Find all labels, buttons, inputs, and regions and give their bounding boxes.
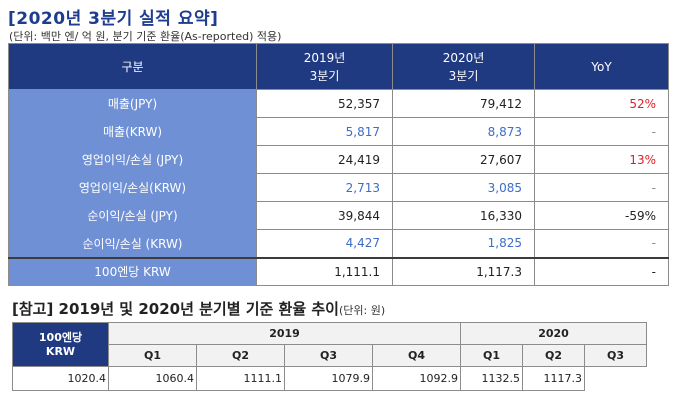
table-row: 매출(JPY) 52,357 79,412 52% bbox=[8, 89, 669, 118]
header-2020q3-year: 2020년 bbox=[442, 50, 485, 65]
value-yoy: - bbox=[534, 229, 669, 259]
rate-row-header-line2: KRW bbox=[45, 344, 76, 358]
value-2020: 16,330 bbox=[392, 201, 535, 230]
reference-title-text: [참고] 2019년 및 2020년 분기별 기준 환율 추이 bbox=[12, 300, 339, 318]
value-2019: 2,713 bbox=[256, 173, 393, 202]
value-2019: 1,111.1 bbox=[256, 257, 393, 286]
value-2020: 79,412 bbox=[392, 89, 535, 118]
value-2020: 27,607 bbox=[392, 145, 535, 174]
value-yoy: 13% bbox=[534, 145, 669, 174]
table-row: 영업이익/손실 (JPY) 24,419 27,607 13% bbox=[8, 145, 669, 174]
value-2020: 8,873 bbox=[392, 117, 535, 146]
rate-value: 1060.4 bbox=[108, 366, 197, 391]
table-row: 영업이익/손실(KRW) 2,713 3,085 - bbox=[8, 173, 669, 202]
value-2020: 1,117.3 bbox=[392, 257, 535, 286]
value-2019: 52,357 bbox=[256, 89, 393, 118]
row-label: 영업이익/손실(KRW) bbox=[8, 173, 257, 202]
reference-title: [참고] 2019년 및 2020년 분기별 기준 환율 추이(단위: 원) bbox=[12, 298, 385, 319]
quarter-header: Q2 bbox=[196, 344, 285, 367]
exchange-rate-table: 100엔당 KRW 2019 2020 Q1 Q2 Q3 Q4 Q1 Q2 Q3 … bbox=[12, 322, 648, 391]
header-2020q3: 2020년 3분기 bbox=[392, 43, 535, 90]
table-row: 순이익/손실 (JPY) 39,844 16,330 -59% bbox=[8, 201, 669, 230]
year-header-row: 100엔당 KRW 2019 2020 bbox=[12, 322, 648, 367]
table-row: 매출(KRW) 5,817 8,873 - bbox=[8, 117, 669, 146]
value-yoy: 52% bbox=[534, 89, 669, 118]
quarter-header: Q1 bbox=[460, 344, 523, 367]
rate-value: 1079.9 bbox=[284, 366, 373, 391]
header-2020q3-quarter: 3분기 bbox=[448, 68, 479, 83]
value-2019: 24,419 bbox=[256, 145, 393, 174]
quarter-header: Q2 bbox=[522, 344, 585, 367]
unit-note: (단위: 백만 엔/ 억 원, 분기 기준 환율(As-reported) 적용… bbox=[9, 30, 282, 43]
row-label: 100엔당 KRW bbox=[8, 257, 257, 286]
value-2020: 1,825 bbox=[392, 229, 535, 259]
rate-value: 1092.9 bbox=[372, 366, 461, 391]
value-yoy: -59% bbox=[534, 201, 669, 230]
quarter-header: Q1 bbox=[108, 344, 197, 367]
row-label: 영업이익/손실 (JPY) bbox=[8, 145, 257, 174]
quarter-header: Q4 bbox=[372, 344, 461, 367]
rate-value: 1132.5 bbox=[460, 366, 523, 391]
value-2019: 5,817 bbox=[256, 117, 393, 146]
rate-value: 1111.1 bbox=[196, 366, 285, 391]
table-row: 100엔당 KRW 1,111.1 1,117.3 - bbox=[8, 257, 669, 286]
value-yoy: - bbox=[534, 257, 669, 286]
rate-values-row: 1020.4 1060.4 1111.1 1079.9 1092.9 1132.… bbox=[12, 366, 647, 391]
header-2019q3: 2019년 3분기 bbox=[256, 43, 393, 90]
year-2020-header: 2020 bbox=[459, 322, 648, 345]
rate-row-header-line1: 100엔당 bbox=[38, 330, 83, 344]
header-2019q3-quarter: 3분기 bbox=[309, 68, 340, 83]
value-yoy: - bbox=[534, 173, 669, 202]
row-label: 매출(JPY) bbox=[8, 89, 257, 118]
summary-header-row: 구분 2019년 3분기 2020년 3분기 YoY bbox=[8, 43, 669, 90]
value-2020: 3,085 bbox=[392, 173, 535, 202]
rate-value: 1117.3 bbox=[522, 366, 585, 391]
quarter-header-row: Q1 Q2 Q3 Q4 Q1 Q2 Q3 bbox=[13, 344, 648, 367]
header-category: 구분 bbox=[8, 43, 257, 90]
row-label: 매출(KRW) bbox=[8, 117, 257, 146]
rate-row-header: 100엔당 KRW bbox=[12, 322, 109, 367]
quarter-header: Q3 bbox=[583, 344, 648, 367]
quarter-header: Q3 bbox=[284, 344, 373, 367]
year-2019-header: 2019 bbox=[108, 322, 461, 345]
rate-value: 1020.4 bbox=[12, 366, 109, 391]
row-label: 순이익/손실 (KRW) bbox=[8, 229, 257, 259]
value-2019: 39,844 bbox=[256, 201, 393, 230]
reference-unit: (단위: 원) bbox=[338, 304, 386, 317]
value-yoy: - bbox=[534, 117, 669, 146]
value-2019: 4,427 bbox=[256, 229, 393, 259]
table-row: 순이익/손실 (KRW) 4,427 1,825 - bbox=[8, 229, 669, 259]
header-2019q3-year: 2019년 bbox=[303, 50, 346, 65]
header-yoy: YoY bbox=[534, 43, 669, 90]
summary-title: [2020년 3분기 실적 요약] bbox=[8, 9, 219, 29]
summary-table: 구분 2019년 3분기 2020년 3분기 YoY 매출(JPY) 52,357 … bbox=[8, 43, 669, 286]
row-label: 순이익/손실 (JPY) bbox=[8, 201, 257, 230]
